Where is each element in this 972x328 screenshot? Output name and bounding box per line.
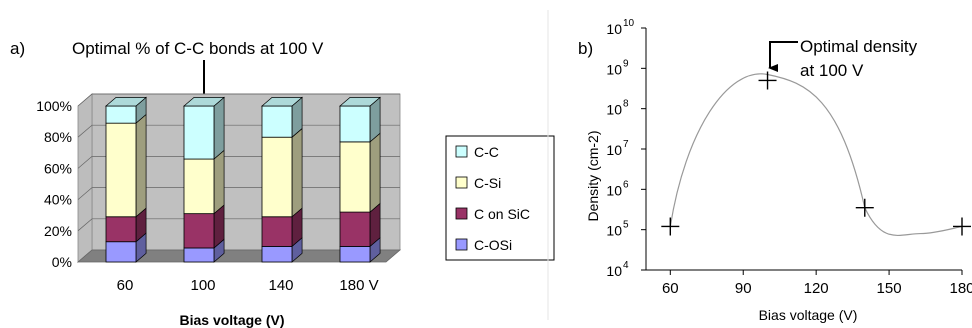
bar-segment <box>339 245 371 263</box>
y-tick-label: 10 <box>606 142 622 158</box>
y-tick-label: 40% <box>44 192 72 208</box>
y-tick-label: 10 <box>606 102 622 118</box>
legend-swatch <box>455 176 468 189</box>
panel-b-annotation-line-2: at 100 V <box>800 61 864 80</box>
y-tick-label: 80% <box>44 129 72 145</box>
x-tick-label: 100 <box>190 277 215 294</box>
panel-a-side-wall <box>77 93 93 263</box>
bar-top <box>183 97 226 107</box>
bar-segment <box>261 105 293 138</box>
y-tick-label: 20% <box>44 223 72 239</box>
bar-top <box>105 97 148 107</box>
panel-b-data-points <box>661 71 971 236</box>
y-tick-label: 10 <box>606 61 622 77</box>
y-tick-label: 10 <box>606 223 622 239</box>
x-tick-label: 150 <box>877 280 902 297</box>
x-tick-label: 60 <box>662 280 679 297</box>
panel-a-bar-chart: a) Optimal % of C-C bonds at 100 V 0% 20%… <box>10 39 555 328</box>
panel-a-label: a) <box>10 39 25 58</box>
bar-segment <box>105 122 137 218</box>
bar-segment <box>183 105 215 160</box>
y-tick-label: 100% <box>36 98 72 114</box>
legend-swatch <box>455 238 468 251</box>
x-tick-label: 140 <box>268 277 293 294</box>
x-tick-label: 120 <box>804 280 829 297</box>
panel-b-x-tick-labels: 60 90 120 150 180 <box>662 270 972 297</box>
bar-top <box>339 97 382 107</box>
panel-b-x-axis-title: Bias voltage (V) <box>759 307 858 323</box>
data-point-marker <box>953 217 971 236</box>
y-tick-label: 60% <box>44 160 72 176</box>
bar-segment-side <box>213 149 225 215</box>
y-tick-exponent: 9 <box>623 58 629 69</box>
y-tick-exponent: 8 <box>623 99 629 110</box>
legend-label: C on SiC <box>474 206 530 222</box>
x-tick-label: 180 <box>949 280 972 297</box>
y-tick-exponent: 6 <box>623 179 629 190</box>
bar-segment <box>261 216 293 247</box>
data-point-marker <box>758 71 777 90</box>
gridline <box>77 93 400 107</box>
y-tick-exponent: 7 <box>623 139 629 150</box>
y-tick-label: 10 <box>606 21 622 37</box>
y-tick-exponent: 5 <box>623 220 629 231</box>
bar-segment-side <box>135 113 147 218</box>
bar-segment-side <box>213 96 225 160</box>
y-tick-label: 10 <box>606 182 622 198</box>
legend-swatch <box>455 145 468 158</box>
bar-segment <box>183 158 215 215</box>
panel-a-y-tick-labels: 0% 20% 40% 60% 80% 100% <box>36 98 72 270</box>
y-tick-exponent: 10 <box>623 18 635 29</box>
y-tick-exponent: 4 <box>623 260 629 271</box>
panel-a-annotation: Optimal % of C-C bonds at 100 V <box>72 39 324 58</box>
data-point-marker <box>855 198 874 217</box>
data-point-marker <box>661 217 680 236</box>
bar-top <box>261 97 304 107</box>
legend-label: C-Si <box>474 175 501 191</box>
bar-segment-side <box>291 127 303 218</box>
panel-b-y-axis-title: Density (cm-2) <box>585 130 601 221</box>
bar-segment <box>183 247 215 263</box>
x-tick-label: 180 V <box>339 277 378 294</box>
y-tick-label: 0% <box>52 254 72 270</box>
bar-segment <box>261 136 293 218</box>
panel-a-bars <box>105 96 382 263</box>
x-tick-label: 90 <box>735 280 752 297</box>
bar-segment <box>105 241 137 263</box>
bar-segment-side <box>369 132 381 213</box>
bar-segment <box>261 245 293 263</box>
y-tick-label: 10 <box>606 263 622 279</box>
legend-label: C-C <box>474 144 499 160</box>
panel-b-annotation-arrow <box>768 41 798 72</box>
bar-segment <box>183 213 215 249</box>
panel-a-x-axis-title: Bias voltage (V) <box>179 312 284 328</box>
x-tick-label: 60 <box>117 277 134 294</box>
bar-segment <box>105 216 137 243</box>
panel-b-fit-curve <box>669 73 963 237</box>
bar-segment <box>339 105 371 143</box>
panel-b-annotation-line-1: Optimal density <box>800 37 918 56</box>
panel-a-x-tick-labels: 60 100 140 180 V <box>117 277 379 294</box>
legend-label: C-OSi <box>474 237 512 253</box>
legend-swatch <box>455 207 468 220</box>
bar-segment <box>105 105 137 124</box>
panel-a-legend-items: C-C C-Si C on SiC C-OSi <box>455 144 530 253</box>
panel-b-label: b) <box>578 39 593 58</box>
bar-segment <box>339 141 371 213</box>
bar-segment <box>339 211 371 247</box>
